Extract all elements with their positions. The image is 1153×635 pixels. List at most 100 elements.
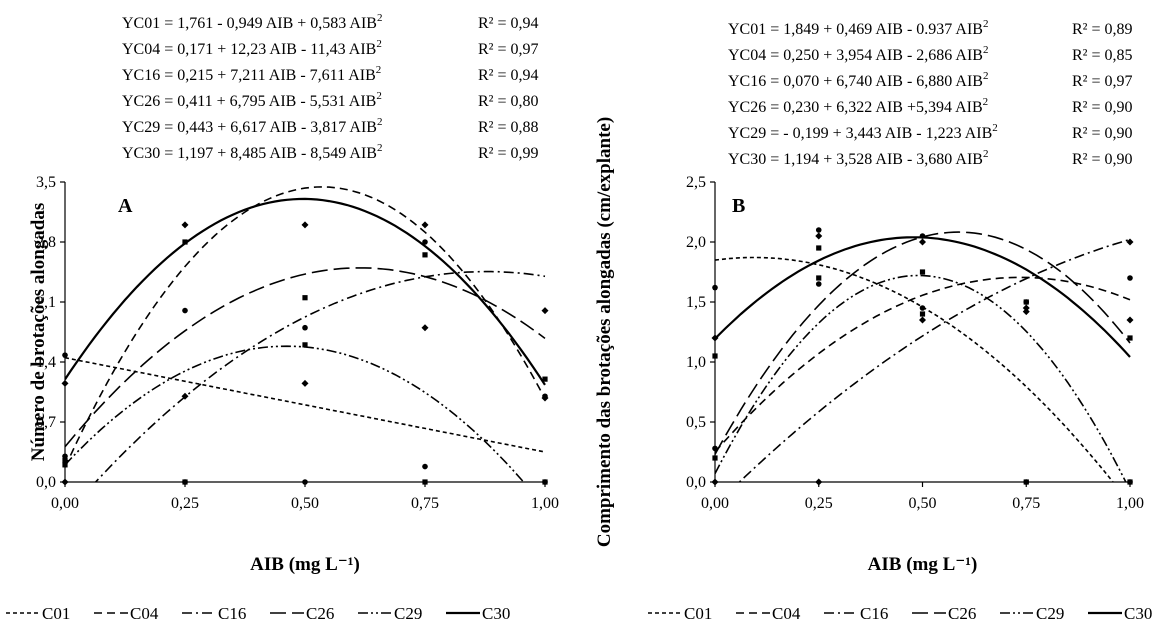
r-squared: R² = 0,80 (478, 93, 539, 110)
data-point-c04 (182, 239, 188, 245)
data-point-c30 (1022, 308, 1030, 316)
y-tick-label: 2,1 (36, 294, 56, 311)
data-point-c16 (815, 478, 823, 486)
data-point-c04 (919, 269, 926, 275)
data-point-c16 (181, 392, 189, 400)
equation: YC04 = 0,250 + 3,954 AIB - 2,686 AIB2 (728, 44, 988, 64)
r-squared: R² = 0,99 (478, 145, 539, 162)
series-line-c01 (65, 356, 546, 453)
legend-label-c04: C04 (772, 604, 801, 623)
equation: YC29 = 0,443 + 6,617 AIB - 3,817 AIB2 (122, 116, 382, 136)
data-point-c16 (919, 316, 926, 324)
series-line-c26 (65, 267, 546, 448)
y-tick-label: 1,5 (686, 294, 706, 311)
r-squared: R² = 0,97 (1072, 73, 1133, 90)
data-point-c30 (301, 221, 309, 229)
data-point-c26 (62, 453, 68, 460)
data-point-c04 (712, 353, 718, 359)
y-tick-label: 0,0 (36, 474, 56, 491)
data-point-c29 (919, 311, 926, 317)
legend-label-c30: C30 (1124, 604, 1152, 623)
data-point-c04 (62, 457, 68, 464)
exponent: 2 (376, 64, 382, 76)
series-line-c04 (65, 186, 546, 468)
data-point-c04 (302, 295, 308, 301)
y-tick-label: 0,7 (36, 414, 56, 431)
data-point-c26 (1023, 299, 1030, 305)
r-squared: R² = 0,90 (1072, 125, 1133, 142)
data-point-c16 (541, 307, 549, 315)
data-point-c01 (919, 305, 926, 311)
legend-label-c26: C26 (948, 604, 976, 623)
series-line-c16 (94, 270, 546, 482)
data-point-c04 (542, 376, 548, 382)
data-point-c01 (422, 463, 428, 470)
panel-letter: A (118, 195, 133, 217)
data-point-c29 (182, 479, 188, 485)
equation: YC16 = 0,215 + 7,211 AIB - 7,611 AIB2 (122, 64, 381, 84)
series-line-c30 (65, 197, 546, 386)
y-axis-title: Comprimento das brotações alongadas (cm/… (594, 117, 615, 547)
exponent: 2 (377, 116, 383, 128)
exponent: 2 (983, 44, 989, 56)
r-squared: R² = 0,94 (478, 15, 539, 32)
r-squared: R² = 0,97 (478, 41, 539, 58)
data-point-c29 (712, 455, 718, 461)
data-point-c26 (815, 227, 822, 233)
data-point-c29 (422, 479, 428, 485)
series-line-c30 (715, 236, 1131, 358)
y-tick-label: 2,5 (686, 174, 706, 191)
data-point-c29 (542, 479, 548, 485)
exponent: 2 (983, 70, 989, 82)
exponent: 2 (983, 96, 989, 108)
exponent: 2 (377, 12, 383, 24)
equation: YC30 = 1,197 + 8,485 AIB - 8,549 AIB2 (122, 142, 382, 162)
legend-label-c26: C26 (306, 604, 334, 623)
exponent: 2 (376, 38, 382, 50)
data-point-c16 (711, 478, 719, 486)
data-point-c29 (302, 342, 308, 348)
exponent: 2 (983, 148, 989, 160)
data-point-c01 (302, 479, 308, 485)
y-tick-label: 2,8 (36, 234, 56, 251)
data-point-c01 (62, 352, 68, 358)
x-tick-label: 0,75 (411, 495, 439, 512)
data-point-c29 (1127, 479, 1133, 485)
data-point-c16 (1126, 238, 1134, 246)
r-squared: R² = 0,90 (1072, 99, 1133, 116)
data-point-c04 (1127, 335, 1133, 341)
exponent: 2 (992, 122, 998, 134)
x-axis-title: AIB (mg L⁻¹) (868, 554, 978, 575)
x-tick-label: 1,00 (531, 495, 559, 512)
data-point-c30 (541, 394, 549, 402)
data-point-c29 (816, 275, 822, 281)
exponent: 2 (377, 142, 383, 154)
panel-b: YC01 = 1,849 + 0,469 AIB - 0.937 AIB2 R² … (594, 18, 1152, 623)
x-tick-label: 0,00 (51, 495, 79, 512)
data-point-c29 (62, 462, 68, 468)
y-tick-label: 2,0 (686, 234, 706, 251)
x-axis-title: AIB (mg L⁻¹) (250, 554, 360, 575)
legend-label-c29: C29 (394, 604, 422, 623)
y-tick-label: 0,5 (686, 414, 706, 431)
data-point-c30 (1126, 316, 1134, 324)
data-point-c04 (422, 252, 428, 258)
x-tick-label: 0,25 (171, 495, 199, 512)
data-point-c26 (1127, 275, 1133, 281)
data-point-c30 (711, 334, 719, 342)
data-point-c30 (919, 238, 926, 246)
data-point-c30 (815, 232, 823, 240)
data-point-c29 (1023, 479, 1029, 485)
equation: YC04 = 0,171 + 12,23 AIB - 11,43 AIB2 (122, 38, 382, 58)
r-squared: R² = 0,94 (478, 67, 539, 84)
equation: YC29 = - 0,199 + 3,443 AIB - 1,223 AIB2 (728, 122, 998, 142)
legend-label-c16: C16 (218, 604, 246, 623)
data-point-c01 (815, 281, 822, 287)
y-tick-label: 3,5 (36, 174, 56, 191)
equation: YC26 = 0,230 + 6,322 AIB +5,394 AIB2 (728, 96, 988, 116)
equation: YC01 = 1,761 - 0,949 AIB + 0,583 AIB2 (122, 12, 382, 32)
equation: YC01 = 1,849 + 0,469 AIB - 0.937 AIB2 (728, 18, 988, 38)
equation: YC30 = 1,194 + 3,528 AIB - 3,680 AIB2 (728, 148, 988, 168)
y-axis-title: Número de brotações alongadas (28, 203, 49, 461)
